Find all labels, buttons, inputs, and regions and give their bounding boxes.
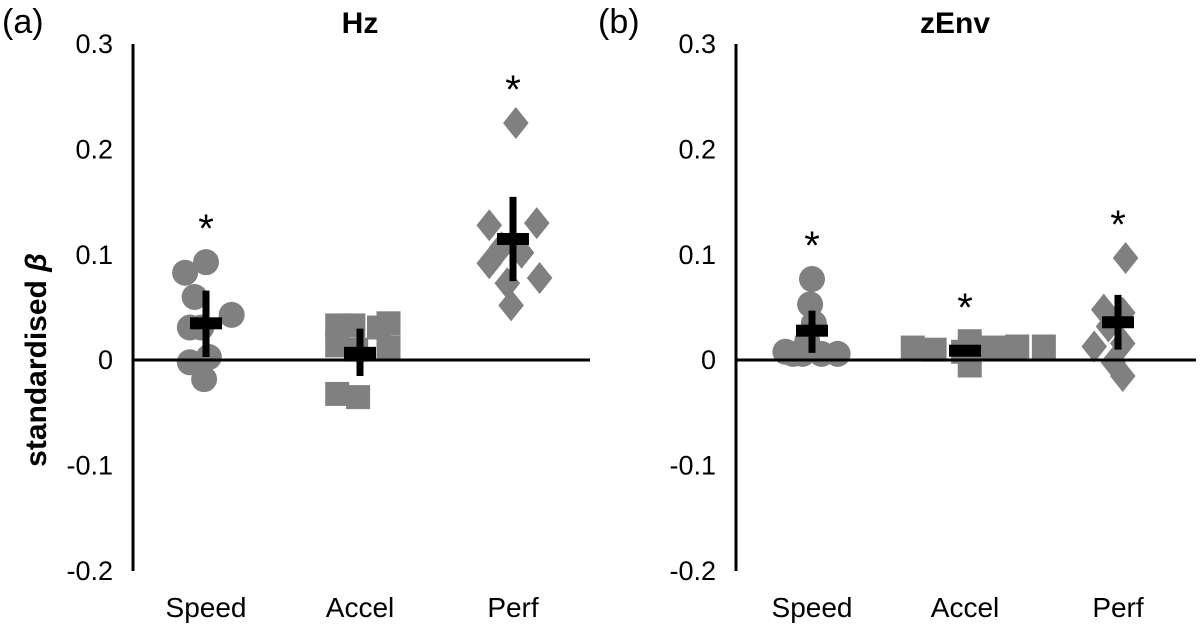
y-tick-label: 0.1 (75, 240, 113, 270)
data-point-square (982, 336, 1006, 360)
significance-star: * (505, 68, 521, 112)
panel-a: (a) Hz 0.3 0.2 0.1 0 -0.1 -0.2 Speed Accel Perf… (2, 3, 590, 623)
data-point-circle (825, 341, 851, 367)
mean-marker (1102, 316, 1134, 328)
x-category-label: Speed (166, 592, 247, 623)
x-category-label: Perf (487, 592, 539, 623)
data-point-circle (193, 249, 219, 275)
y-tick-label: 0.2 (75, 134, 113, 164)
x-category-label: Speed (772, 592, 853, 623)
panel-b: (b) zEnv 0.3 0.2 0.1 0 -0.1 -0.2 Speed Accel Pe… (598, 3, 1196, 623)
data-point-square (958, 353, 982, 377)
data-point-circle (780, 341, 806, 367)
data-point-square (1005, 334, 1029, 358)
x-category-label: Perf (1092, 592, 1144, 623)
mean-marker (949, 345, 981, 357)
y-tick-label: -0.1 (66, 451, 113, 481)
data-point-square (923, 338, 947, 362)
y-axis-label: standardised β (20, 253, 53, 467)
y-tick-label: 0.1 (678, 240, 716, 270)
panel-a-label: (a) (2, 3, 44, 41)
significance-star: * (804, 224, 820, 268)
mean-marker (190, 317, 222, 329)
panel-a-category-labels: Speed Accel Perf (166, 592, 539, 623)
data-point-square (325, 382, 349, 406)
significance-star: * (1110, 203, 1126, 247)
y-axis-label-text: standardised (20, 280, 53, 467)
y-tick-label: 0.3 (75, 29, 113, 59)
data-point-square (1032, 334, 1056, 358)
significance-star: * (198, 207, 214, 251)
data-point-square (377, 311, 401, 335)
data-point-diamond (498, 289, 524, 321)
y-axis-label-symbol: β (20, 253, 53, 273)
panel-a-title: Hz (342, 7, 379, 40)
panel-b-y-ticks: 0.3 0.2 0.1 0 -0.1 -0.2 (669, 29, 716, 586)
x-category-label: Accel (326, 592, 394, 623)
data-point-diamond (527, 262, 553, 294)
data-point-circle (191, 366, 217, 392)
y-tick-label: 0.3 (678, 29, 716, 59)
x-category-label: Accel (931, 592, 999, 623)
significance-star: * (957, 286, 973, 330)
data-point-square (346, 385, 370, 409)
y-tick-label: -0.2 (66, 556, 113, 586)
data-point-circle (219, 302, 245, 328)
panel-b-category-labels: Speed Accel Perf (772, 592, 1144, 623)
panel-b-significance: * * * (804, 203, 1126, 330)
data-point-square (377, 336, 401, 360)
mean-marker (344, 347, 376, 359)
y-tick-label: 0 (701, 345, 716, 375)
panel-b-title: zEnv (920, 7, 990, 40)
panel-a-y-ticks: 0.3 0.2 0.1 0 -0.1 -0.2 (66, 29, 113, 586)
y-tick-label: -0.2 (669, 556, 716, 586)
data-point-square (901, 336, 925, 360)
y-tick-label: 0.2 (678, 134, 716, 164)
mean-marker (796, 325, 828, 337)
mean-marker (497, 233, 529, 245)
panel-b-label: (b) (598, 3, 640, 41)
panel-a-significance: ** (198, 68, 521, 251)
y-tick-label: 0 (98, 345, 113, 375)
panel-b-points (772, 242, 1138, 392)
y-tick-label: -0.1 (669, 451, 716, 481)
data-point-circle (799, 266, 825, 292)
